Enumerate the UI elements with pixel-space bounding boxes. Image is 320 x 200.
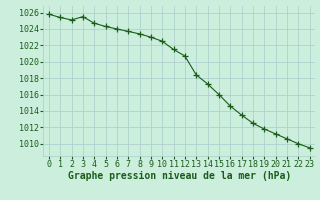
- X-axis label: Graphe pression niveau de la mer (hPa): Graphe pression niveau de la mer (hPa): [68, 171, 291, 181]
